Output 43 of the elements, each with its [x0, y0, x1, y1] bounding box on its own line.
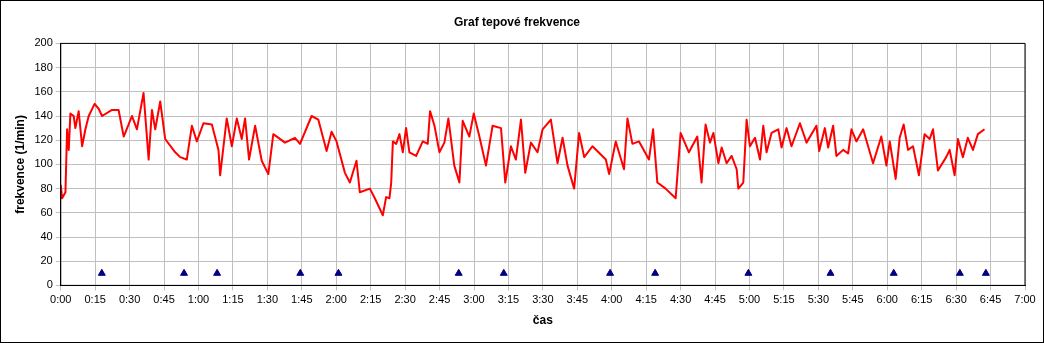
x-tick-label: 5:45 — [842, 293, 864, 306]
x-tick-label: 5:15 — [773, 293, 795, 306]
x-tick-label: 4:00 — [601, 293, 623, 306]
y-tick-label: 0 — [46, 278, 53, 291]
x-tick-label: 0:45 — [153, 293, 175, 306]
x-tick-label: 5:00 — [738, 293, 761, 306]
x-tick-label: 3:30 — [532, 293, 554, 306]
y-tick-label: 200 — [34, 36, 53, 49]
x-axis-title: čas — [532, 313, 554, 328]
y-tick-label: 60 — [40, 205, 53, 218]
x-tick-label: 5:30 — [807, 293, 830, 306]
x-tick-label: 2:30 — [394, 293, 416, 306]
x-tick-label: 2:15 — [359, 293, 382, 306]
x-tick-label: 6:30 — [945, 293, 967, 306]
x-tick-label: 4:30 — [669, 293, 692, 306]
x-tick-label: 0:15 — [84, 293, 106, 306]
y-tick-label: 120 — [34, 133, 53, 146]
x-tick-label: 1:15 — [222, 293, 244, 306]
y-tick-label: 180 — [34, 60, 53, 73]
chart-title: Graf tepové frekvence — [453, 14, 581, 29]
x-tick-label: 3:00 — [463, 293, 485, 306]
x-tick-label: 6:15 — [910, 293, 933, 306]
y-tick-label: 80 — [40, 181, 53, 194]
y-tick-label: 140 — [34, 109, 53, 122]
x-tick-label: 0:00 — [50, 293, 72, 306]
x-tick-label: 2:00 — [325, 293, 347, 306]
y-tick-label: 20 — [40, 254, 53, 267]
x-tick-label: 4:45 — [704, 293, 726, 306]
x-tick-label: 6:00 — [876, 293, 898, 306]
y-tick-label: 40 — [40, 230, 53, 243]
x-tick-label: 0:30 — [118, 293, 141, 306]
x-tick-label: 3:45 — [566, 293, 589, 306]
y-axis-title: frekvence (1/min) — [12, 115, 27, 214]
x-tick-label: 1:30 — [256, 293, 279, 306]
x-tick-label: 1:00 — [187, 293, 210, 306]
x-tick-label: 3:15 — [497, 293, 520, 306]
x-tick-label: 6:45 — [979, 293, 1002, 306]
y-tick-label: 100 — [34, 157, 53, 170]
x-tick-label: 4:15 — [635, 293, 657, 306]
x-tick-label: 7:00 — [1014, 293, 1036, 306]
y-tick-label: 160 — [34, 84, 53, 97]
x-tick-label: 1:45 — [291, 293, 313, 306]
x-tick-label: 2:45 — [428, 293, 451, 306]
